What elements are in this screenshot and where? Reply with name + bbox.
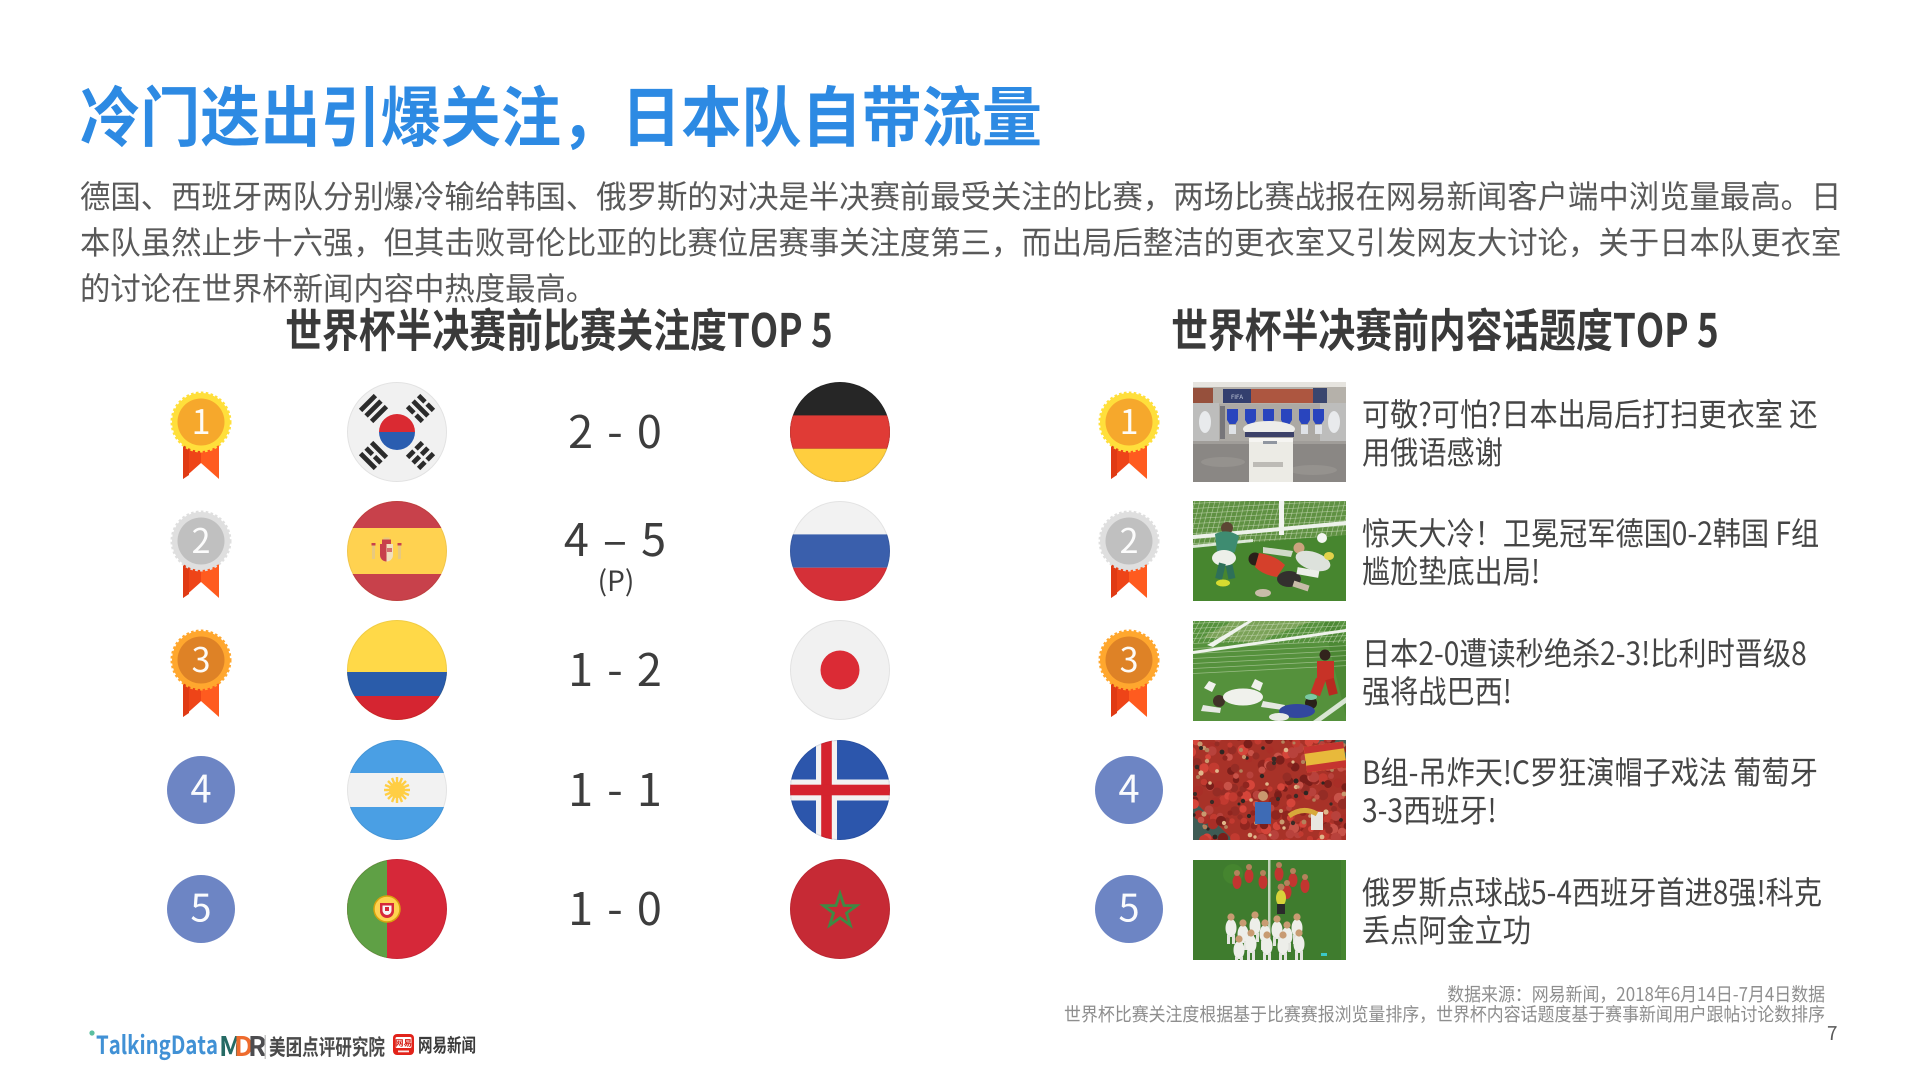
svg-text:R: R xyxy=(248,1032,266,1062)
svg-text:FIFA: FIFA xyxy=(1231,392,1243,401)
svg-text:2: 2 xyxy=(1120,514,1139,563)
svg-text:1: 1 xyxy=(1120,395,1139,444)
svg-text:D: D xyxy=(234,1032,253,1062)
svg-text:M: M xyxy=(219,1032,242,1062)
svg-text:网易: 网易 xyxy=(395,1037,412,1049)
svg-text:2: 2 xyxy=(192,514,211,563)
svg-text:美团点评研究院: 美团点评研究院 xyxy=(269,1032,385,1062)
svg-text:5: 5 xyxy=(190,878,211,933)
svg-text:5: 5 xyxy=(1118,878,1139,933)
svg-text:4: 4 xyxy=(190,758,211,813)
svg-text:TalkingData: TalkingData xyxy=(96,1028,218,1062)
svg-text:4: 4 xyxy=(1118,758,1139,813)
svg-text:3: 3 xyxy=(192,633,211,682)
svg-text:3: 3 xyxy=(1120,633,1139,682)
svg-text:网易新闻: 网易新闻 xyxy=(418,1034,476,1058)
svg-text:1: 1 xyxy=(192,395,211,444)
